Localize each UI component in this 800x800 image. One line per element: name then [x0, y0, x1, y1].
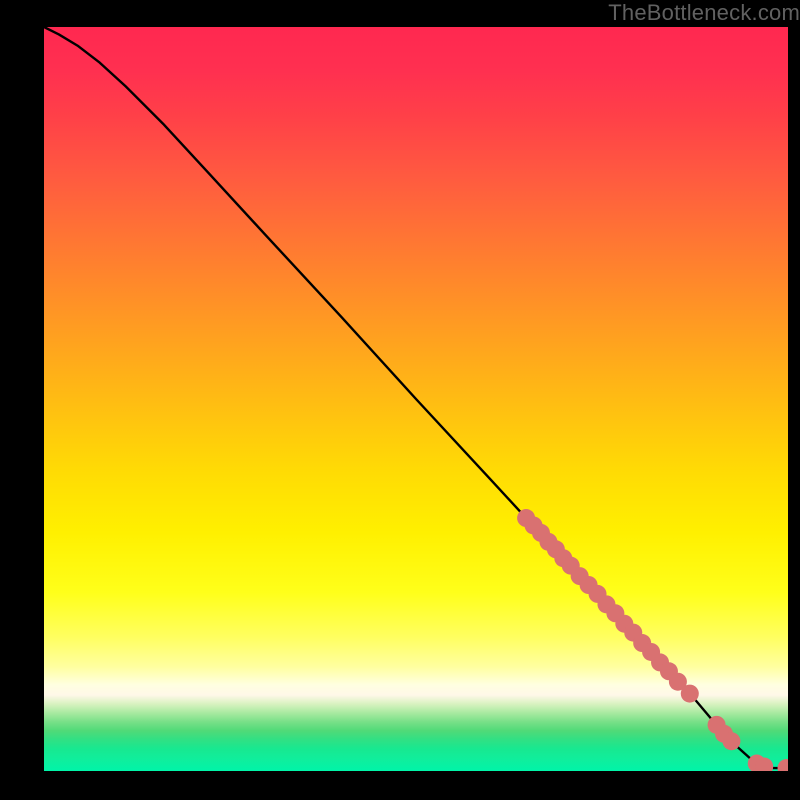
- data-marker: [722, 732, 740, 750]
- data-marker: [681, 685, 699, 703]
- chart-frame: { "watermark": { "text": "TheBottleneck.…: [0, 0, 800, 800]
- chart-plot-area: [44, 27, 788, 771]
- watermark-text: TheBottleneck.com: [608, 0, 800, 26]
- chart-svg: [44, 27, 788, 771]
